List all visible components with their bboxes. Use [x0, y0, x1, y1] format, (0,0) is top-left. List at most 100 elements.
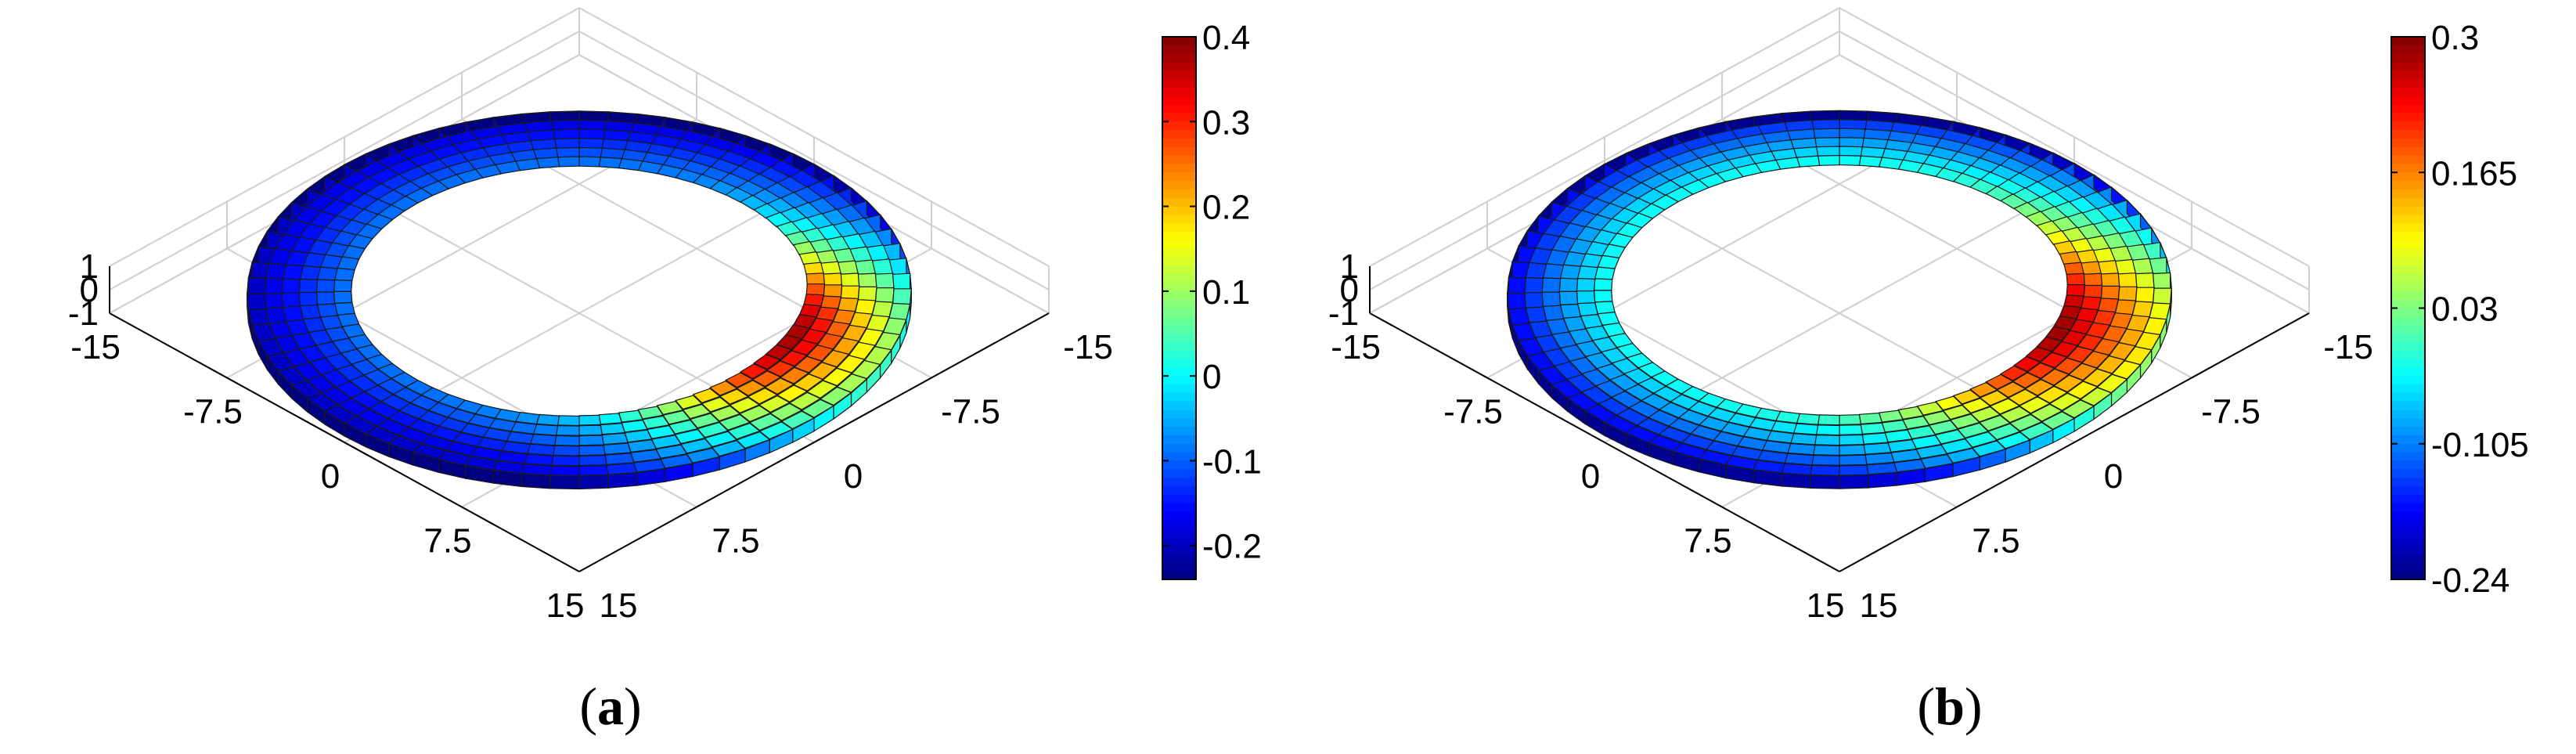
- surface-cell-b-26-1: [1839, 146, 1864, 157]
- surface-cell-a-45-4: [264, 293, 284, 309]
- surface-cell-a-63-1: [578, 424, 603, 436]
- surface-cell-b-70-3: [1999, 406, 2032, 424]
- surface-cell-a-70-0: [708, 380, 738, 396]
- y-axis-line-b: [1839, 312, 2310, 572]
- surface-cell-b-9-0: [2066, 272, 2086, 286]
- surface-cell-a-63-4: [578, 454, 607, 467]
- surface-cell-a-46-2: [299, 305, 322, 320]
- surface-cell-a-0-4: [788, 391, 822, 410]
- surface-cell-a-61-w: [521, 473, 551, 489]
- surface-cell-a-8-3: [857, 286, 877, 302]
- surface-cell-a-1-2: [779, 366, 810, 384]
- colorbar-swatch-b-16: [2391, 172, 2425, 182]
- surface-cell-a-43-1: [316, 266, 339, 281]
- surface-cell-b-46-1: [1576, 302, 1599, 317]
- surface-cell-b-8-1: [2083, 284, 2103, 299]
- colorbar-swatch-b-6: [2391, 87, 2425, 97]
- colorbar-swatch-b-23: [2391, 232, 2425, 241]
- colorbar-swatch-b-46: [2391, 427, 2425, 436]
- surface-cell-a-44-4: [264, 277, 284, 294]
- surface-cell-a-9-3: [857, 272, 877, 288]
- surface-cell-b-8-3: [2117, 286, 2138, 302]
- surface-cell-b-64-1: [1860, 422, 1886, 435]
- colorbar-swatch-a-57: [1162, 520, 1196, 530]
- colorbar-swatch-a-63: [1162, 571, 1196, 580]
- y-tick-a-3: -7.5: [941, 393, 1000, 431]
- colorbar-tick-a-5: -0.1: [1202, 442, 1262, 481]
- colorbar-swatch-a-61: [1162, 554, 1196, 564]
- colorbar-swatch-a-7: [1162, 96, 1196, 106]
- grid-line-b-23: [1369, 31, 1840, 290]
- surface-cell-b-46-2: [1559, 303, 1582, 319]
- surface-cell-a-43-0: [333, 267, 355, 282]
- x-ticks-a: -15 -7.5 0 7.5 15: [70, 328, 584, 625]
- surface-cell-b-44-1: [1576, 277, 1596, 292]
- surface-cell-b-45-1: [1576, 290, 1596, 305]
- surface-cell-b-46-0: [1594, 301, 1616, 315]
- colorbar-swatch-a-39: [1162, 367, 1196, 377]
- surface-cell-a-62-0: [557, 415, 580, 427]
- colorbar-swatch-b-28: [2391, 274, 2425, 284]
- x-tick-a-0: -15: [70, 328, 121, 366]
- colorbar-swatch-b-52: [2391, 478, 2425, 487]
- colorbar-swatch-b-13: [2391, 146, 2425, 157]
- surface-cell-b-63-w: [1839, 474, 1869, 489]
- colorbar-swatch-a-31: [1162, 299, 1196, 309]
- colorbar-swatch-b-4: [2391, 70, 2425, 81]
- surface-cell-b-64-w: [1868, 471, 1898, 489]
- surface-cell-a-69-4: [726, 422, 761, 440]
- colorbar-swatch-a-29: [1162, 283, 1196, 292]
- surface-cell-a-63-0: [578, 414, 601, 426]
- colorbar-tick-a-6: -0.2: [1202, 528, 1262, 566]
- colorbar-swatch-a-1: [1162, 45, 1196, 55]
- surface-cell-b-0-0: [1999, 365, 2029, 381]
- colorbar-swatch-a-56: [1162, 511, 1196, 521]
- colorbar-swatch-b-40: [2391, 376, 2425, 385]
- colorbar-swatch-a-49: [1162, 452, 1196, 462]
- surface-cell-a-26-1: [578, 146, 603, 158]
- colorbar-swatch-a-10: [1162, 121, 1196, 132]
- surface-cell-a-62-w: [549, 474, 580, 490]
- x-tick-b-0: -15: [1331, 328, 1381, 366]
- surface-cell-b-71-1: [1996, 381, 2027, 399]
- surface-cell-b-27-1: [1815, 146, 1840, 157]
- y-tick-a-2: 0: [844, 457, 863, 496]
- surface-cell-b-63-1: [1839, 424, 1864, 436]
- grid-line-a-24: [578, 7, 1050, 267]
- z-tick-b-1: 0: [1340, 271, 1359, 309]
- colorbar-swatch-b-61: [2391, 554, 2425, 564]
- surface-cell-b-0-3: [2036, 385, 2069, 404]
- surface-cell-b-9-4: [2135, 272, 2155, 289]
- y-tick-b-1: 7.5: [1972, 522, 2019, 561]
- colorbar-swatch-b-39: [2391, 367, 2425, 377]
- surface-cell-a-27-4: [551, 119, 580, 132]
- surface-cell-b-63-5: [1839, 464, 1869, 476]
- colorbar-swatch-a-5: [1162, 79, 1196, 88]
- colorbar-swatch-b-26: [2391, 257, 2425, 267]
- colorbar-swatch-a-30: [1162, 290, 1196, 301]
- surface-plot-a: -15-7.507.515 157.50-7.5-15 10-1 0.40.30…: [68, 7, 1262, 736]
- surface-cell-b-61-3: [1787, 442, 1816, 456]
- colorbar-swatch-b-11: [2391, 130, 2425, 139]
- surface-cell-b-62-1: [1815, 424, 1840, 436]
- surface-cell-b-8-4: [2135, 287, 2155, 304]
- surface-cell-a-44-1: [315, 279, 336, 293]
- y-tick-a-0: 15: [600, 586, 638, 625]
- surface-cell-a-1-3: [792, 373, 824, 391]
- surface-cell-b-63-0: [1839, 414, 1861, 426]
- colorbar-swatch-b-10: [2391, 121, 2425, 132]
- y-axis-line-a: [578, 312, 1050, 572]
- surface-cell-b-71-4: [2030, 403, 2063, 422]
- colorbar-swatch-a-45: [1162, 418, 1196, 428]
- z-tick-b-2: -1: [1328, 294, 1359, 333]
- colorbar-swatch-b-17: [2391, 181, 2425, 190]
- surface-cell-a-27-2: [554, 138, 580, 150]
- x-tick-a-1: -7.5: [183, 393, 243, 431]
- colorbar-swatch-a-53: [1162, 485, 1196, 496]
- colorbar-swatch-a-60: [1162, 545, 1196, 555]
- surface-cell-b-44-0: [1593, 278, 1613, 291]
- colorbar-swatch-a-54: [1162, 494, 1196, 504]
- surface-cell-a-27-1: [555, 146, 580, 158]
- surface-cell-b-26-3: [1839, 128, 1866, 139]
- colorbar-swatch-a-36: [1162, 341, 1196, 352]
